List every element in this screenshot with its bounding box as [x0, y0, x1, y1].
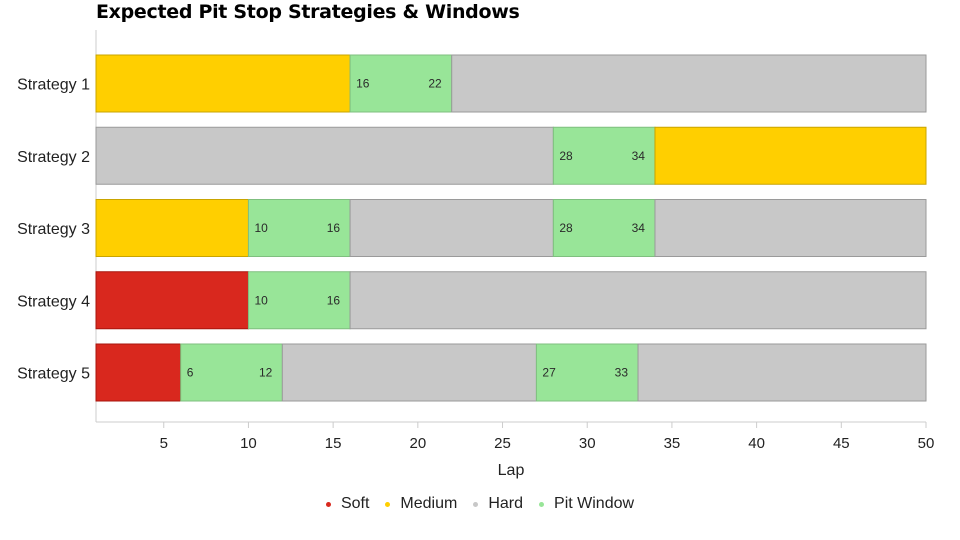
bars: 16 22 28 34 10 16 28 34 10 16 6 12 27 33: [95, 54, 927, 402]
bar-segment-strategy-5-soft-1[interactable]: [95, 343, 182, 402]
category-label-strategy-2: Strategy 2: [17, 149, 90, 166]
bar-segment-strategy-3-window-2[interactable]: [247, 199, 351, 257]
x-tick-label-20: 20: [409, 435, 426, 452]
bar-segment-strategy-1-window-2[interactable]: [349, 54, 453, 113]
x-tick-label-5: 5: [160, 435, 168, 452]
bar-segment-strategy-3-hard-5[interactable]: [654, 199, 927, 257]
bar-segment-strategy-3-medium-1[interactable]: [95, 199, 249, 257]
x-tick-label-40: 40: [748, 435, 765, 452]
category-labels: Strategy 1 Strategy 2 Strategy 3 Strategy 4…: [17, 77, 90, 383]
window-start-label-strategy-4: 10: [254, 293, 268, 307]
window-start-label-strategy-1: 16: [356, 77, 370, 91]
bar-segment-strategy-1-medium-1[interactable]: [95, 54, 351, 113]
x-tick-label-25: 25: [494, 435, 511, 452]
bar-segment-strategy-4-soft-1[interactable]: [95, 271, 249, 330]
hard-marker-icon: [473, 501, 479, 507]
legend-item-soft[interactable]: Soft: [325, 495, 370, 513]
medium-marker-icon: [385, 501, 391, 507]
legend-label-soft: Soft: [340, 495, 370, 512]
window-start-label-strategy-3: 10: [254, 221, 268, 235]
soft-marker-icon: [325, 501, 331, 507]
bar-segment-strategy-5-hard-3[interactable]: [281, 343, 537, 402]
bar-segment-strategy-4-hard-3[interactable]: [349, 271, 927, 330]
x-tick-label-30: 30: [579, 435, 596, 452]
category-label-strategy-3: Strategy 3: [17, 221, 90, 238]
window-start-label-strategy-5: 27: [542, 366, 556, 380]
window-end-label-strategy-4: 16: [327, 293, 341, 307]
x-axis-title: Lap: [498, 462, 525, 479]
category-label-strategy-1: Strategy 1: [17, 77, 90, 94]
category-label-strategy-5: Strategy 5: [17, 366, 90, 383]
category-label-strategy-4: Strategy 4: [17, 293, 90, 310]
x-tick-label-10: 10: [240, 435, 257, 452]
x-tick-label-50: 50: [918, 435, 935, 452]
x-tick-label-15: 15: [325, 435, 342, 452]
x-tick-label-35: 35: [664, 435, 681, 452]
bar-segment-strategy-5-hard-5[interactable]: [637, 343, 927, 402]
window-start-label-strategy-5: 6: [187, 366, 194, 380]
window-start-label-strategy-3: 28: [559, 221, 573, 235]
legend-label-hard: Hard: [488, 495, 524, 512]
bar-segment-strategy-3-hard-3[interactable]: [349, 199, 554, 257]
x-ticks: 5 10 15 20 25 30 35 40 45 50: [160, 422, 935, 452]
window-end-label-strategy-3: 34: [632, 221, 646, 235]
window-end-label-strategy-1: 22: [428, 77, 442, 91]
bar-segment-strategy-1-hard-3[interactable]: [451, 54, 927, 113]
chart-title: Expected Pit Stop Strategies & Windows: [96, 1, 520, 23]
window-end-label-strategy-5: 33: [615, 366, 629, 380]
bar-segment-strategy-2-hard-1[interactable]: [95, 126, 554, 185]
bar-segment-strategy-2-medium-3[interactable]: [654, 126, 927, 185]
legend-item-hard[interactable]: Hard: [473, 495, 523, 513]
bar-segment-strategy-2-window-2[interactable]: [552, 126, 656, 185]
legend: Soft Medium Hard Pit Window: [0, 492, 960, 516]
x-tick-label-45: 45: [833, 435, 850, 452]
window-start-label-strategy-2: 28: [559, 149, 573, 163]
pit-window-marker-icon: [539, 501, 545, 507]
window-end-label-strategy-2: 34: [632, 149, 646, 163]
legend-item-medium[interactable]: Medium: [385, 495, 457, 513]
window-end-label-strategy-5: 12: [259, 366, 273, 380]
legend-item-pit-window[interactable]: Pit Window: [539, 495, 634, 513]
legend-label-medium: Medium: [400, 495, 458, 512]
legend-label-pit-window: Pit Window: [554, 495, 635, 512]
window-end-label-strategy-3: 16: [327, 221, 341, 235]
bar-segment-strategy-5-window-4[interactable]: [535, 343, 639, 402]
